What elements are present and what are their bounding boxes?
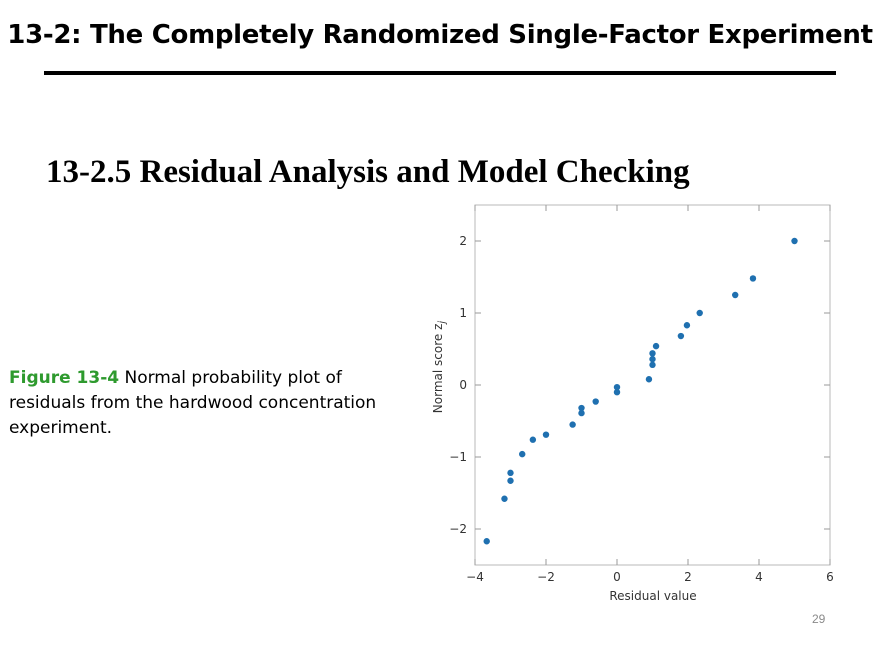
- x-tick-label: 0: [613, 570, 621, 584]
- x-tick-label: −2: [537, 570, 555, 584]
- x-tick-label: 6: [826, 570, 834, 584]
- data-point: [732, 291, 739, 299]
- data-point: [649, 355, 656, 363]
- data-point: [519, 450, 526, 458]
- data-point: [613, 389, 621, 396]
- y-tick-label: −2: [449, 522, 467, 536]
- data-point: [529, 436, 537, 443]
- data-point: [578, 404, 585, 412]
- title-divider: [44, 71, 836, 75]
- y-tick-label: 0: [459, 378, 467, 392]
- x-axis-label: Residual value: [609, 589, 696, 603]
- x-tick-label: −4: [466, 570, 484, 584]
- data-point: [652, 342, 660, 350]
- data-point: [507, 477, 514, 484]
- x-tick-label: 2: [684, 570, 692, 584]
- data-point: [483, 538, 490, 545]
- data-point: [569, 421, 576, 428]
- slide-title: 13-2: The Completely Randomized Single-F…: [7, 20, 873, 50]
- data-point: [592, 398, 599, 405]
- data-point: [578, 409, 585, 417]
- data-point: [749, 275, 757, 282]
- data-point: [542, 431, 550, 438]
- y-tick-label: −1: [449, 450, 467, 464]
- x-tick-label: 4: [755, 570, 763, 584]
- y-tick-label: 1: [459, 306, 467, 320]
- data-point: [613, 383, 621, 391]
- data-point: [791, 237, 798, 245]
- y-tick-label: 2: [459, 234, 467, 248]
- data-point: [507, 469, 514, 477]
- data-point: [683, 322, 691, 329]
- figure-caption: Figure 13-4 Normal probability plot of r…: [9, 366, 389, 441]
- page-number: 29: [812, 612, 826, 626]
- normal-probability-plot: −4 −2 0 2 4 6 2 1 0 −1 −2 Residual value Normal sc…: [431, 204, 834, 603]
- y-axis-label: Normal score zj: [431, 321, 448, 414]
- data-point: [501, 495, 508, 502]
- data-point: [649, 350, 656, 357]
- figure-caption-text: Normal probability plot of residuals fro…: [9, 368, 377, 438]
- data-point: [649, 361, 656, 369]
- data-point: [645, 376, 653, 383]
- plot-frame: [474, 204, 831, 566]
- data-point: [696, 309, 703, 317]
- section-heading: 13-2.5 Residual Analysis and Model Check…: [46, 154, 690, 190]
- data-point: [677, 332, 685, 340]
- figure-label: Figure 13-4: [9, 368, 120, 388]
